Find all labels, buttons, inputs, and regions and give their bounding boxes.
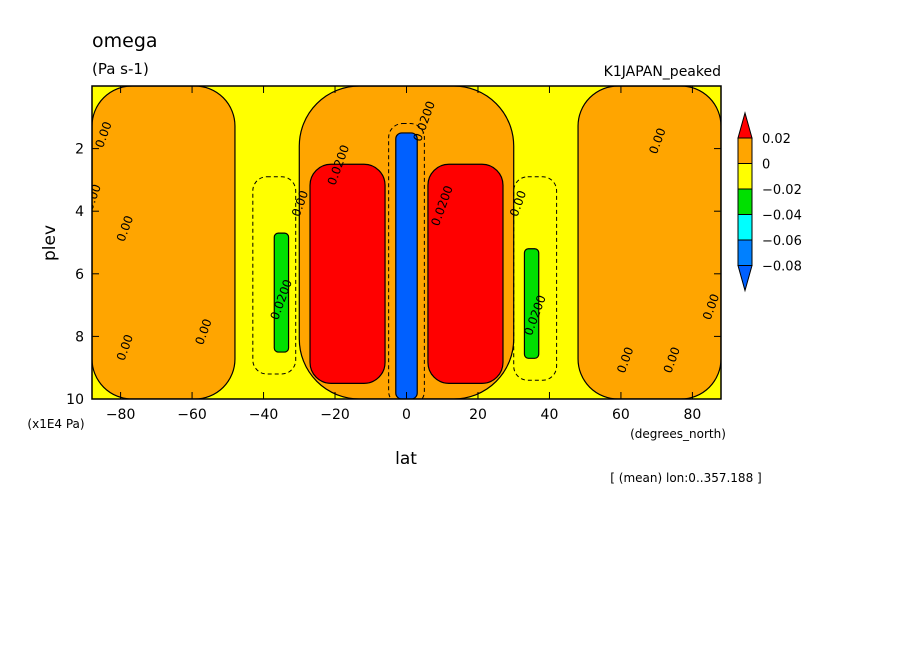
x-tick-label: 20 [469, 407, 487, 423]
plot-area: 0.000.000.000.000.000.000.02000.02000.02… [82, 85, 722, 400]
x-tick-label: −80 [106, 407, 136, 423]
experiment-name: K1JAPAN_peaked [604, 64, 721, 80]
field: 0.000.000.000.000.000.000.02000.02000.02… [82, 86, 721, 399]
region-1 [577, 86, 721, 399]
dashed-contour-left [252, 176, 297, 375]
colorbar-box [737, 214, 753, 241]
x-axis-label: lat [395, 449, 417, 469]
y-tick-label: 2 [75, 142, 84, 158]
x-axis-units: (degrees_north) [630, 427, 726, 441]
x-tick-label: 0 [402, 407, 411, 423]
colorbar-top-arrow [737, 111, 753, 139]
region-7 [395, 132, 418, 399]
x-tick-label: −20 [320, 407, 350, 423]
colorbar-label: −0.06 [762, 234, 802, 249]
y-tick-label: 4 [75, 204, 84, 220]
colorbar-box [737, 163, 753, 190]
colorbar-label: −0.08 [762, 260, 802, 275]
region-0 [92, 86, 236, 399]
colorbar-box [737, 188, 753, 215]
chart-title: omega [92, 30, 158, 52]
x-axis: −80 −60 −40 −20 0 20 40 60 80 [106, 86, 701, 423]
y-tick-label: 8 [75, 329, 84, 345]
dashed-contour-equator [388, 123, 425, 399]
contour-label-1: 0.00 [82, 182, 104, 212]
region-3 [309, 163, 386, 384]
colorbar-label: 0.02 [762, 132, 791, 147]
region-6 [523, 248, 540, 359]
colorbar-label: −0.04 [762, 209, 802, 224]
region-5 [273, 232, 290, 353]
y-axis-label: plev [40, 225, 60, 261]
y-axis-units: (x1E4 Pa) [27, 417, 84, 431]
x-tick-label: −40 [249, 407, 279, 423]
x-tick-label: 80 [683, 407, 701, 423]
footnote: [ (mean) lon:0..357.188 ] [610, 471, 761, 485]
colorbar: 0.02 0 −0.02 −0.04 −0.06 −0.08 [737, 111, 802, 293]
x-tick-label: −60 [177, 407, 207, 423]
x-tick-label: 60 [612, 407, 630, 423]
colorbar-label: −0.02 [762, 183, 802, 198]
x-tick-label: 40 [541, 407, 559, 423]
region-4 [427, 163, 504, 384]
dashed-contour-right [513, 176, 558, 381]
colorbar-bottom-arrow [737, 265, 753, 293]
y-axis: 2 4 6 8 10 [66, 142, 721, 408]
colorbar-box [737, 137, 753, 164]
y-tick-label: 6 [75, 267, 84, 283]
colorbar-label: 0 [762, 158, 770, 173]
colorbar-box [737, 239, 753, 266]
y-tick-label: 10 [66, 392, 84, 408]
chart-units: (Pa s-1) [92, 60, 149, 78]
